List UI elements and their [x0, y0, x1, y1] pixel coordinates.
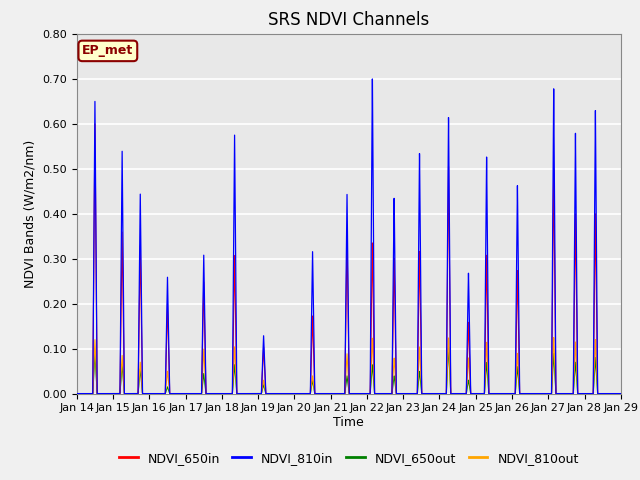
X-axis label: Time: Time [333, 416, 364, 429]
Legend: NDVI_650in, NDVI_810in, NDVI_650out, NDVI_810out: NDVI_650in, NDVI_810in, NDVI_650out, NDV… [114, 447, 584, 469]
Text: EP_met: EP_met [82, 44, 134, 58]
Title: SRS NDVI Channels: SRS NDVI Channels [268, 11, 429, 29]
Y-axis label: NDVI Bands (W/m2/nm): NDVI Bands (W/m2/nm) [24, 140, 36, 288]
